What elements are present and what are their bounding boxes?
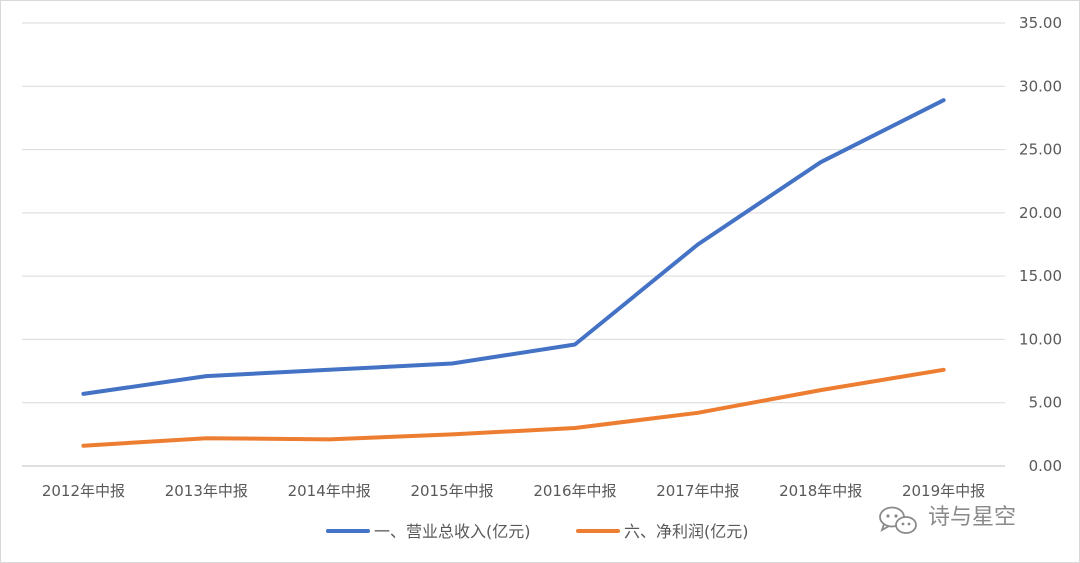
legend: 一、营业总收入(亿元) 六、净利润(亿元): [326, 522, 749, 541]
legend-label: 一、营业总收入(亿元): [374, 522, 531, 541]
series-line-1: [81, 367, 946, 448]
x-tick-label: 2015年中报: [410, 482, 493, 500]
y-tick-label: 30.00: [1019, 77, 1062, 95]
legend-label: 六、净利润(亿元): [624, 522, 749, 541]
y-tick-label: 10.00: [1019, 330, 1062, 348]
y-tick-label: 0.00: [1029, 457, 1062, 475]
x-tick-label: 2017年中报: [656, 482, 739, 500]
y-axis-ticks: 0.00 5.00 10.00 15.00 20.00 25.00 30.00 35.00: [1019, 14, 1062, 475]
x-tick-label: 2019年中报: [902, 482, 985, 500]
x-tick-label: 2013年中报: [165, 482, 248, 500]
x-axis-ticks: 2012年中报 2013年中报 2014年中报 2015年中报 2016年中报 2017年…: [42, 482, 985, 500]
gridlines: [22, 22, 1005, 467]
watermark-text: 诗与星空: [928, 505, 1016, 530]
y-tick-label: 5.00: [1029, 394, 1062, 412]
y-tick-label: 20.00: [1019, 204, 1062, 222]
x-tick-label: 2014年中报: [288, 482, 371, 500]
x-tick-label: 2018年中报: [779, 482, 862, 500]
y-tick-label: 35.00: [1019, 14, 1062, 32]
x-tick-label: 2012年中报: [42, 482, 125, 500]
y-tick-label: 25.00: [1019, 141, 1062, 159]
series-line-0: [81, 98, 946, 396]
y-tick-label: 15.00: [1019, 267, 1062, 285]
x-tick-label: 2016年中报: [533, 482, 616, 500]
wechat-icon: [879, 506, 917, 534]
series-lines: [81, 98, 946, 448]
watermark: 诗与星空: [879, 505, 1016, 534]
